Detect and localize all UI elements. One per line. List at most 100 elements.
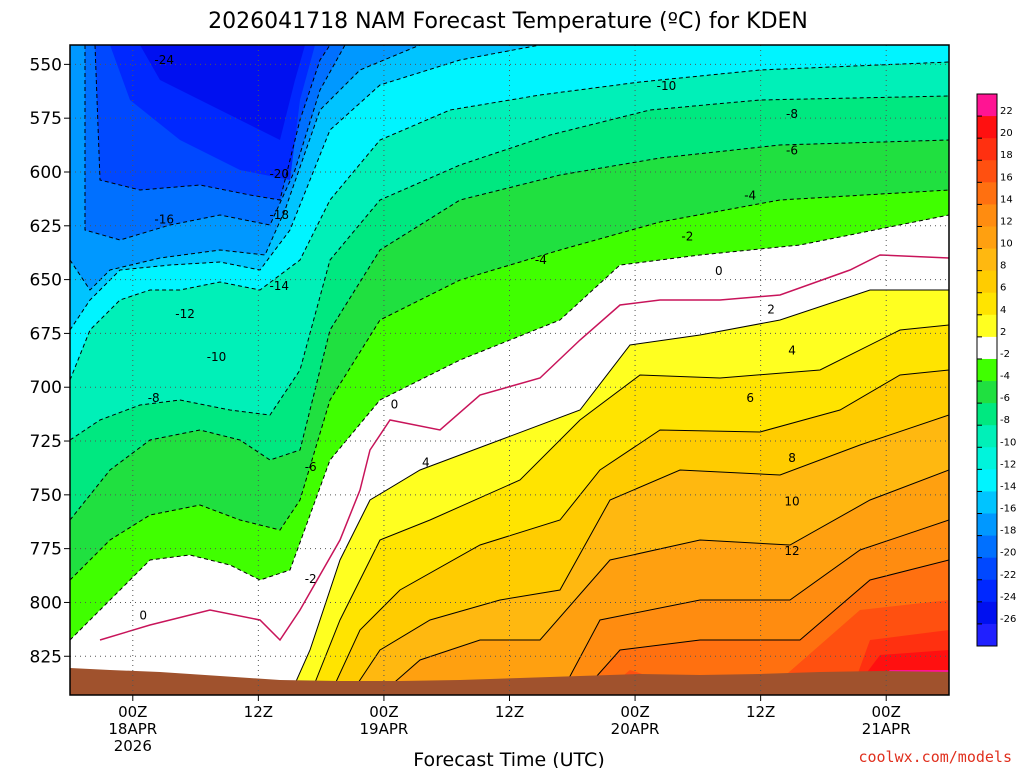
x-axis-label: Forecast Time (UTC) (413, 749, 604, 768)
contour-label-6: -10 (207, 350, 227, 364)
contour-label-1: -20 (269, 167, 289, 181)
contour-plus-6 (559, 519, 949, 695)
colorbar-tick-label-14: -8 (1000, 415, 1010, 426)
contour-label-22: 6 (746, 391, 754, 405)
colorbar-tick-label-11: -2 (1000, 349, 1010, 360)
colorbar-segment-23 (977, 601, 997, 625)
contour-label-5: -12 (175, 307, 195, 321)
contour-label-21: 4 (788, 344, 796, 358)
contour-label-15: -2 (681, 230, 693, 244)
contour-plus-1 (289, 289, 949, 695)
colorbar: 22 20 18 16 14 12 10 8 6 4 2 -2 -4 -6 -8 -10 -12 -14 -16 -1… (976, 93, 1016, 647)
contour-label-0: -24 (154, 53, 174, 67)
contour-label-8: -8 (148, 391, 160, 405)
y-tick-label-675: 675 (30, 324, 62, 344)
colorbar-tick-label-15: -10 (1000, 437, 1016, 448)
y-axis: 550 575 600 625 650 675 700 725 750 775 800 825 (30, 55, 70, 667)
colorbar-segment-6 (977, 226, 997, 250)
colorbar-tick-label-18: -16 (1000, 504, 1016, 515)
colorbar-tick-label-13: -6 (1000, 393, 1010, 404)
contour-lines (70, 45, 949, 695)
contour-label-9: -8 (786, 107, 798, 121)
contour-label-13: -4 (744, 189, 756, 203)
colorbar-tick-label-0: 22 (1000, 106, 1013, 117)
x-tick-label-0-2: 2026 (114, 737, 152, 755)
contour-plus-5 (379, 469, 949, 695)
colorbar-segment-13 (977, 381, 997, 404)
contour-label-16: 0 (139, 608, 147, 622)
contour-label-17: 0 (391, 397, 399, 411)
y-tick-label-575: 575 (30, 109, 62, 129)
colorbar-segment-7 (977, 248, 997, 272)
y-tick-label-750: 750 (30, 486, 62, 506)
colorbar-segment-11 (977, 336, 997, 360)
colorbar-segment-21 (977, 557, 997, 581)
contour-plus-2 (309, 324, 949, 695)
y-tick-label-600: 600 (30, 163, 62, 183)
contour-label-14: -2 (305, 572, 317, 586)
x-tick-label-5-0: 12Z (746, 703, 775, 721)
colorbar-tick-label-5: 12 (1000, 216, 1013, 227)
x-tick-label-6-0: 00Z (872, 703, 901, 721)
y-tick-label-625: 625 (30, 217, 62, 237)
y-tick-label-650: 650 (30, 271, 62, 291)
colorbar-segment-3 (977, 160, 997, 183)
colorbar-tick-label-17: -14 (1000, 481, 1016, 492)
contour-plus-7 (579, 559, 949, 695)
x-tick-label-6-1: 21APR (862, 720, 911, 738)
contour-labels: -24-20-18-16-14-12-10-10-8-8-6-6-4-4-2-2… (139, 53, 799, 622)
colorbar-frame (976, 93, 998, 647)
band-minus-22 (140, 45, 305, 140)
colorbar-segment-19 (977, 513, 997, 537)
colorbar-tick-label-3: 16 (1000, 172, 1013, 183)
contour-minus-dashed-5 (70, 214, 949, 641)
contour-minus-dashed-9 (94, 45, 331, 201)
colorbar-tick-label-23: -26 (1000, 614, 1016, 625)
contour-label-10: -6 (305, 460, 317, 474)
contour-minus-dashed-2 (70, 95, 949, 441)
contour-minus-dashed-1 (70, 61, 949, 381)
colorbar-tick-label-1: 20 (1000, 128, 1013, 139)
colorbar-segment-8 (977, 270, 997, 294)
contour-minus-dashed-3 (70, 139, 949, 521)
colorbar-segment-24 (977, 623, 997, 647)
terrain (70, 668, 949, 695)
colorbar-tick-label-2: 18 (1000, 150, 1013, 161)
colorbar-tick-label-19: -18 (1000, 526, 1016, 537)
contour-label-3: -16 (154, 212, 174, 226)
contour-label-2: -18 (269, 208, 289, 222)
freezing-line (99, 254, 949, 642)
colorbar-segment-12 (977, 358, 997, 382)
colorbar-segment-5 (977, 204, 997, 227)
contour-plus-4 (349, 414, 949, 695)
colorbar-segment-10 (977, 314, 997, 338)
credit-text: coolwx.com/models (858, 748, 1012, 766)
chart-title: 2026041718 NAM Forecast Temperature (ºC)… (208, 9, 808, 34)
colorbar-segment-9 (977, 292, 997, 316)
y-tick-label-700: 700 (30, 378, 62, 398)
contour-label-23: 8 (788, 451, 796, 465)
contour-label-4: -14 (269, 279, 289, 293)
colorbar-segment-0 (977, 94, 997, 117)
colorbar-tick-label-21: -22 (1000, 570, 1016, 581)
colorbar-tick-label-6: 10 (1000, 239, 1013, 250)
contour-label-20: 4 (422, 456, 430, 470)
x-tick-label-2-1: 19APR (360, 720, 409, 738)
x-tick-label-4-0: 00Z (620, 703, 649, 721)
contour-label-18: 0 (715, 264, 723, 278)
contour-label-12: -4 (535, 253, 547, 267)
x-tick-label-1-0: 12Z (244, 703, 273, 721)
y-tick-label-800: 800 (30, 593, 62, 613)
x-tick-label-4-1: 20APR (611, 720, 660, 738)
colorbar-segment-16 (977, 447, 997, 470)
contour-label-19: 2 (767, 303, 775, 317)
colorbar-segment-1 (977, 116, 997, 139)
colorbar-tick-label-4: 14 (1000, 194, 1013, 205)
contour-minus-dashed-8 (84, 45, 346, 241)
colorbar-segment-22 (977, 579, 997, 603)
colorbar-segment-4 (977, 182, 997, 205)
colorbar-segment-15 (977, 425, 997, 448)
x-tick-label-2-0: 00Z (369, 703, 398, 721)
colorbar-segment-20 (977, 535, 997, 559)
